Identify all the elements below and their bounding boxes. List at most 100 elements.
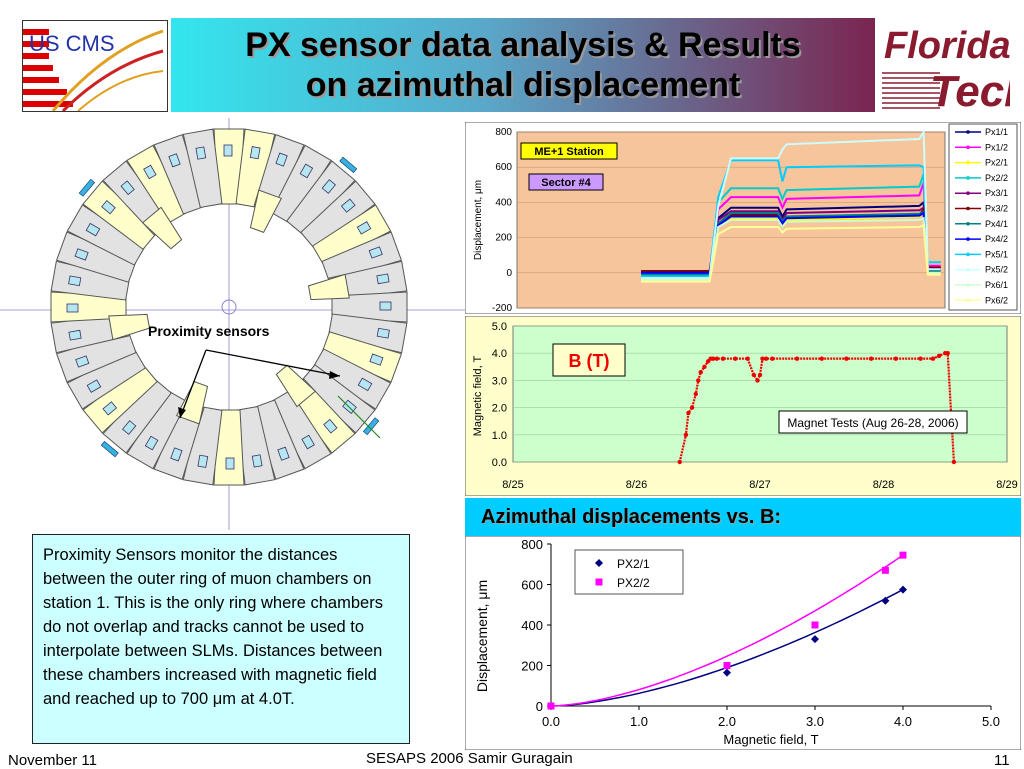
chart2-x-tick-label: 8/27: [749, 479, 770, 491]
chart1-y-tick-label: 200: [495, 233, 512, 244]
chart1-series: [641, 128, 941, 283]
legend-marker: [966, 237, 970, 241]
b-field-label-text: B (T): [569, 351, 610, 371]
chart2-x-tick-label: 8/28: [873, 479, 894, 491]
center-marker: [221, 299, 237, 315]
b-field-point: [714, 356, 719, 361]
us-flag-stripes: [23, 29, 73, 107]
description-unit: μm: [212, 690, 236, 708]
chamber-sensor: [102, 401, 118, 416]
legend-label: Px2/1: [985, 158, 1008, 168]
legend-label: Px4/2: [985, 234, 1008, 244]
chart3-legend: PX2/1 PX2/2: [574, 549, 684, 595]
chamber-sensor: [340, 198, 356, 213]
chart1-annotation-station: ME+1 Station: [520, 142, 618, 160]
description-text: Proximity Sensors monitor the distances …: [43, 546, 383, 708]
chamber: [66, 348, 146, 410]
chart1-y-tick-label: 800: [495, 127, 512, 138]
chart3-x-tick-label: 4.0: [894, 714, 912, 729]
b-field-point: [918, 356, 923, 361]
b-field-point: [686, 410, 691, 416]
chart2-y-tick-label: 1.0: [492, 430, 507, 442]
chart2-y-tick-label: 2.0: [492, 403, 507, 415]
b-field-point: [733, 356, 738, 361]
chamber-sensor: [277, 446, 290, 461]
title-line-2: on azimuthal displacement: [305, 66, 741, 104]
b-field-point: [755, 378, 760, 383]
chamber-sensor: [299, 163, 314, 179]
legend-label: Px1/1: [985, 127, 1008, 137]
chart1-annotation-sector: Sector #4: [528, 173, 604, 191]
inner-chamber-body: [141, 206, 183, 250]
chart2-y-tick-label: 5.0: [492, 321, 507, 333]
chart2-y-tick-label: 4.0: [492, 348, 507, 360]
chart3-x-label: Magnetic field, T: [723, 732, 818, 747]
chart3-x-tick-label: 5.0: [982, 714, 1000, 729]
chart3-square-point: [723, 662, 731, 669]
chart2-test-label: Magnet Tests (Aug 26-28, 2006): [778, 410, 968, 434]
chart3-trend-line: [550, 554, 904, 707]
chart2-x-ticks: 8/25 8/26 8/27 8/28 8/29: [502, 479, 1017, 491]
chart3-diamond-point: [811, 635, 819, 644]
chart3-frame: [464, 535, 1022, 751]
legend-marker: [966, 206, 970, 211]
legend-square: [595, 578, 603, 586]
chamber-body: [182, 128, 223, 209]
azimuthal-chart-title: Azimuthal displacements vs. B:: [465, 498, 1021, 536]
chart3-square-point: [881, 566, 889, 574]
inner-chamber: [249, 189, 283, 233]
chart1-y-tick-label: 400: [495, 197, 512, 208]
chart3-y-label: Displacement, μm: [474, 580, 490, 692]
magnet-test-label-text: Magnet Tests (Aug 26-28, 2006): [787, 416, 958, 430]
b-field-point: [936, 353, 942, 359]
b-field-point: [951, 459, 957, 465]
chamber-sensor: [168, 153, 181, 168]
chart2-data-points: [677, 351, 957, 465]
chamber-ring-svg: [0, 118, 470, 530]
legend-label: Px1/2: [985, 142, 1008, 152]
b-field-point: [757, 372, 763, 378]
chamber-sensor: [369, 353, 384, 366]
florida-tech-logo-graphic: Florida Tech: [882, 25, 1024, 116]
chamber-sensor: [376, 327, 390, 339]
chart2-y-tick-label: 3.0: [492, 375, 507, 387]
chamber-sensor: [101, 200, 116, 215]
chart1-legend-box: [948, 123, 1018, 311]
chamber-sensor: [356, 221, 372, 235]
chamber-sensor: [376, 273, 390, 285]
chart3-y-tick-label: 800: [521, 537, 543, 552]
chamber-sensor: [86, 379, 102, 393]
description-text-end: at 4.0T.: [236, 690, 295, 708]
legend-label: Px3/2: [985, 204, 1008, 214]
legend-label: Px6/1: [985, 280, 1008, 290]
inner-chamber: [275, 364, 317, 408]
chamber-sensor: [321, 179, 336, 194]
b-field-point: [770, 356, 775, 361]
b-field-point: [844, 356, 849, 361]
logo-right-line1: Florida: [884, 25, 1010, 67]
chamber-sensor: [143, 164, 157, 180]
chart3-x-ticks: 0.0 1.0 2.0 3.0 4.0 5.0: [542, 706, 1000, 729]
chamber-sensor: [301, 434, 315, 450]
b-field-point: [868, 356, 874, 361]
legend-label: Px4/1: [985, 219, 1008, 229]
inner-chamber: [108, 313, 151, 341]
chart1-y-tick-label: 600: [495, 162, 512, 173]
chart1-y-ticks: 800 600 400 200 0 -200: [492, 127, 512, 314]
chart1-series-line: [641, 128, 941, 280]
b-field-point: [794, 356, 800, 361]
us-cms-logo-graphic: US CMS: [23, 21, 167, 111]
chamber-sensor: [379, 301, 392, 311]
sensor-bracket: [362, 417, 380, 436]
logo-stripes: [882, 72, 940, 109]
chamber: [182, 128, 223, 209]
chart1-y-tick-label: -200: [492, 303, 512, 314]
chart2-y-tick-label: 0.0: [492, 457, 507, 469]
chamber-sensor: [170, 447, 183, 462]
chamber: [126, 144, 188, 224]
b-field-point: [893, 356, 899, 361]
legend-diamond: [595, 559, 603, 567]
chart3-diamond-point: [899, 585, 907, 594]
sensor-bracket: [339, 156, 358, 174]
chart3-square-point: [899, 551, 907, 559]
